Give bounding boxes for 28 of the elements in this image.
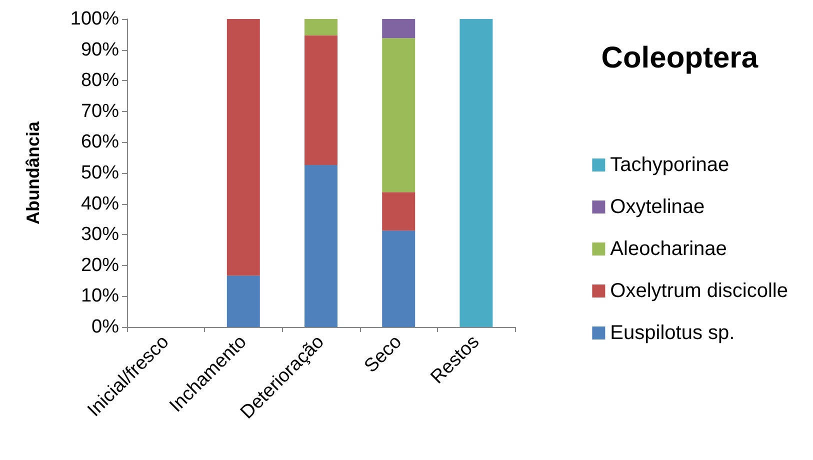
bar bbox=[304, 19, 338, 36]
bar bbox=[382, 192, 416, 231]
bar bbox=[382, 19, 416, 38]
legend-label: Oxelytrum discicolle bbox=[610, 280, 788, 302]
y-tick-label: 50% bbox=[80, 162, 120, 184]
bar bbox=[304, 164, 338, 327]
y-tick-label: 80% bbox=[80, 70, 120, 92]
legend-label: Euspilotus sp. bbox=[610, 322, 735, 344]
legend-label: Aleocharinae bbox=[610, 238, 727, 260]
bar bbox=[304, 35, 338, 165]
y-tick-label: 40% bbox=[80, 193, 120, 214]
bar bbox=[382, 230, 416, 327]
text: Coleoptera bbox=[601, 42, 758, 74]
y-tick-label: 90% bbox=[80, 39, 120, 60]
y-tick-label: 100% bbox=[70, 8, 120, 30]
bar bbox=[226, 19, 260, 276]
y-tick-label: 10% bbox=[80, 286, 120, 307]
bar bbox=[226, 276, 260, 327]
y-tick-label: 0% bbox=[92, 316, 120, 338]
y-tick-label: 60% bbox=[80, 132, 120, 153]
y-tick-label: 20% bbox=[80, 254, 120, 276]
legend-label: Tachyporinae bbox=[610, 154, 730, 176]
legend-label: Oxytelinae bbox=[610, 196, 705, 218]
bar bbox=[460, 19, 493, 327]
y-tick-label: 30% bbox=[80, 224, 120, 246]
bar bbox=[382, 38, 416, 192]
y-tick-label: 70% bbox=[80, 100, 120, 122]
y-axis-title: Abundância bbox=[23, 120, 43, 225]
